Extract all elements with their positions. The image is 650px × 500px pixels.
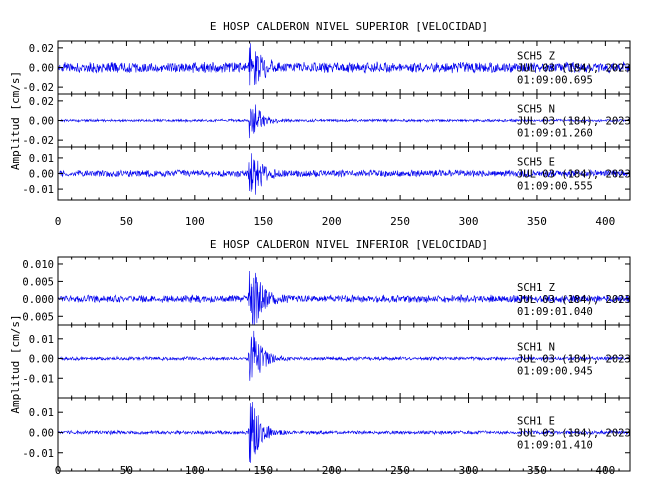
station-time-label: 01:09:00.695 — [517, 75, 593, 87]
y-tick-label: 0.01 — [29, 407, 54, 419]
station-time-label: 01:09:01.410 — [517, 439, 593, 451]
y-axis-label: Amplitud [cm/s] — [9, 314, 22, 413]
waveform-trace — [57, 401, 631, 463]
station-date-label: JUL 03 (184), 2023 — [517, 354, 631, 366]
waveform-trace — [57, 153, 631, 195]
x-tick-label: 50 — [120, 215, 133, 228]
waveform-trace — [57, 104, 631, 139]
y-tick-label: 0.00 — [29, 427, 54, 439]
y-tick-label: 0.010 — [22, 259, 54, 271]
waveform-trace — [57, 43, 631, 86]
station-time-label: 01:09:01.040 — [517, 306, 593, 318]
station-component-label: SCH1 Z — [517, 282, 555, 294]
x-tick-label: 150 — [253, 215, 273, 228]
station-component-label: SCH5 E — [517, 157, 555, 169]
x-tick-label: 100 — [185, 215, 205, 228]
waveform-trace — [57, 270, 631, 325]
y-tick-label: 0.00 — [29, 116, 54, 128]
station-date-label: JUL 03 (184), 2023 — [517, 116, 631, 128]
x-tick-label: 350 — [527, 464, 547, 477]
x-tick-label: 250 — [390, 464, 410, 477]
x-tick-label: 350 — [527, 215, 547, 228]
x-tick-label: 200 — [322, 215, 342, 228]
chart-group-1: E HOSP CALDERON NIVEL SUPERIOR [VELOCIDA… — [9, 20, 631, 228]
station-date-label: JUL 03 (184), 2023 — [517, 294, 631, 306]
y-tick-label: 0.000 — [22, 294, 54, 306]
x-tick-label: 0 — [55, 464, 62, 477]
x-tick-label: 50 — [120, 464, 133, 477]
chart-title: E HOSP CALDERON NIVEL INFERIOR [VELOCIDA… — [210, 238, 488, 251]
x-tick-label: 0 — [55, 215, 62, 228]
y-tick-label: -0.01 — [22, 373, 54, 385]
x-tick-label: 200 — [322, 464, 342, 477]
station-component-label: SCH5 N — [517, 104, 555, 116]
station-time-label: 01:09:00.945 — [517, 366, 593, 378]
y-axis-label: Amplitud [cm/s] — [9, 71, 22, 170]
station-component-label: SCH5 Z — [517, 51, 555, 63]
station-component-label: SCH1 E — [517, 415, 555, 427]
x-tick-label: 300 — [459, 215, 479, 228]
y-tick-label: 0.00 — [29, 63, 54, 75]
station-date-label: JUL 03 (184), 2023 — [517, 427, 631, 439]
y-tick-label: 0.02 — [29, 43, 54, 55]
y-tick-label: -0.02 — [22, 82, 54, 94]
station-time-label: 01:09:01.260 — [517, 128, 593, 140]
y-tick-label: 0.01 — [29, 153, 54, 165]
y-tick-label: 0.005 — [22, 276, 54, 288]
x-tick-label: 300 — [459, 464, 479, 477]
x-tick-label: 400 — [595, 464, 615, 477]
x-tick-label: 250 — [390, 215, 410, 228]
y-tick-label: -0.01 — [22, 448, 54, 460]
y-tick-label: -0.005 — [16, 311, 54, 323]
figure-root: E HOSP CALDERON NIVEL SUPERIOR [VELOCIDA… — [9, 20, 631, 477]
station-component-label: SCH1 N — [517, 342, 555, 354]
y-tick-label: 0.00 — [29, 169, 54, 181]
y-tick-label: 0.00 — [29, 354, 54, 366]
y-tick-label: -0.02 — [22, 135, 54, 147]
y-tick-label: 0.01 — [29, 334, 54, 346]
chart-title: E HOSP CALDERON NIVEL SUPERIOR [VELOCIDA… — [210, 20, 488, 33]
y-tick-label: -0.01 — [22, 184, 54, 196]
station-date-label: JUL 03 (184), 2023 — [517, 63, 631, 75]
panel-frame — [57, 397, 631, 472]
x-tick-label: 100 — [185, 464, 205, 477]
x-tick-label: 150 — [253, 464, 273, 477]
y-tick-label: 0.02 — [29, 96, 54, 108]
waveform-trace — [57, 330, 631, 381]
chart-group-2: E HOSP CALDERON NIVEL INFERIOR [VELOCIDA… — [9, 238, 631, 477]
station-date-label: JUL 03 (184), 2023 — [517, 169, 631, 181]
x-tick-label: 400 — [595, 215, 615, 228]
station-time-label: 01:09:00.555 — [517, 181, 593, 193]
